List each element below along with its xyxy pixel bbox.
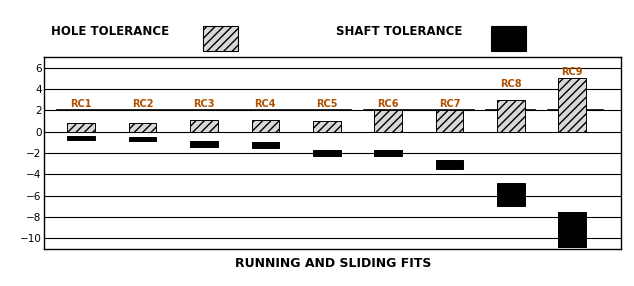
Bar (374, 150, 402, 156)
Bar (313, 121, 340, 132)
Text: RC6: RC6 (377, 99, 399, 109)
Bar (497, 183, 525, 206)
Bar (190, 120, 217, 132)
Text: RC4: RC4 (255, 99, 276, 109)
X-axis label: RUNNING AND SLIDING FITS: RUNNING AND SLIDING FITS (235, 257, 431, 270)
Bar (497, 100, 525, 132)
Bar (67, 123, 95, 132)
Bar (374, 110, 402, 132)
Bar (559, 78, 586, 132)
Bar (190, 141, 217, 147)
Bar (129, 123, 157, 132)
Bar (129, 137, 157, 141)
Text: RC7: RC7 (439, 99, 460, 109)
Bar (252, 120, 279, 132)
Text: RC9: RC9 (562, 67, 583, 78)
Text: RC8: RC8 (500, 79, 522, 89)
Text: RC3: RC3 (193, 99, 215, 109)
Text: RC2: RC2 (132, 99, 153, 109)
Bar (67, 136, 95, 140)
Text: RC1: RC1 (70, 99, 92, 109)
Text: SHAFT TOLERANCE: SHAFT TOLERANCE (336, 25, 462, 38)
Bar (313, 150, 340, 156)
Bar (436, 110, 463, 132)
Text: RC5: RC5 (316, 99, 337, 109)
FancyBboxPatch shape (203, 26, 238, 51)
Bar (252, 142, 279, 148)
FancyBboxPatch shape (491, 26, 526, 51)
Text: HOLE TOLERANCE: HOLE TOLERANCE (51, 25, 169, 38)
Bar (436, 160, 463, 169)
Bar (559, 212, 586, 247)
